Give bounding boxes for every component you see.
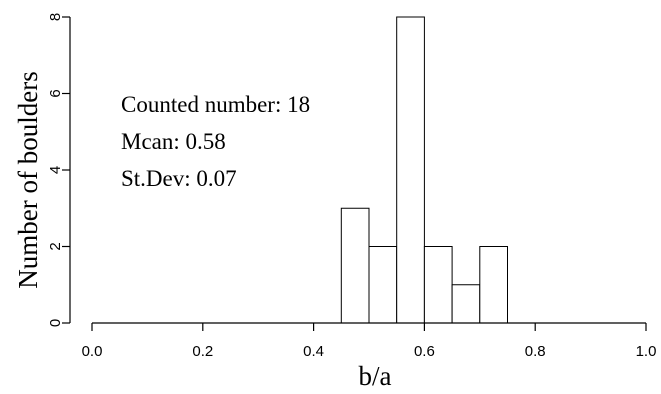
annotation-mean: Mcan: 0.58 [121, 129, 226, 154]
x-tick-label: 0.2 [192, 343, 213, 360]
x-tick-label: 0.4 [303, 343, 324, 360]
y-tick-label: 4 [47, 166, 64, 174]
histogram-bar-1 [368, 246, 398, 324]
x-tick-label: 0.0 [82, 343, 103, 360]
x-axis: 0.0 0.2 0.4 0.6 0.8 1.0 [82, 322, 657, 360]
y-axis-title: Number of boulders [13, 71, 43, 288]
histogram-bar-3 [423, 246, 453, 324]
histogram-bars [340, 16, 508, 324]
x-tick-label: 1.0 [636, 343, 657, 360]
histogram-bar-0 [340, 207, 370, 324]
y-axis: 0 2 4 6 8 [47, 13, 71, 327]
x-tick-label: 0.8 [525, 343, 546, 360]
y-tick-label: 8 [47, 13, 64, 21]
annotation-stdev: St.Dev: 0.07 [121, 166, 237, 191]
histogram-bar-2 [396, 16, 425, 324]
y-tick-label: 0 [47, 319, 64, 327]
y-tick-label: 6 [47, 89, 64, 97]
x-tick-label: 0.6 [414, 343, 435, 360]
histogram-bar-4 [451, 284, 481, 324]
annotation-count: Counted number: 18 [121, 92, 310, 117]
y-tick-label: 2 [47, 242, 64, 250]
histogram-bar-5 [479, 246, 508, 324]
x-axis-title: b/a [359, 361, 392, 391]
statistics-annotations: Counted number: 18 Mcan: 0.58 St.Dev: 0.… [121, 92, 310, 191]
